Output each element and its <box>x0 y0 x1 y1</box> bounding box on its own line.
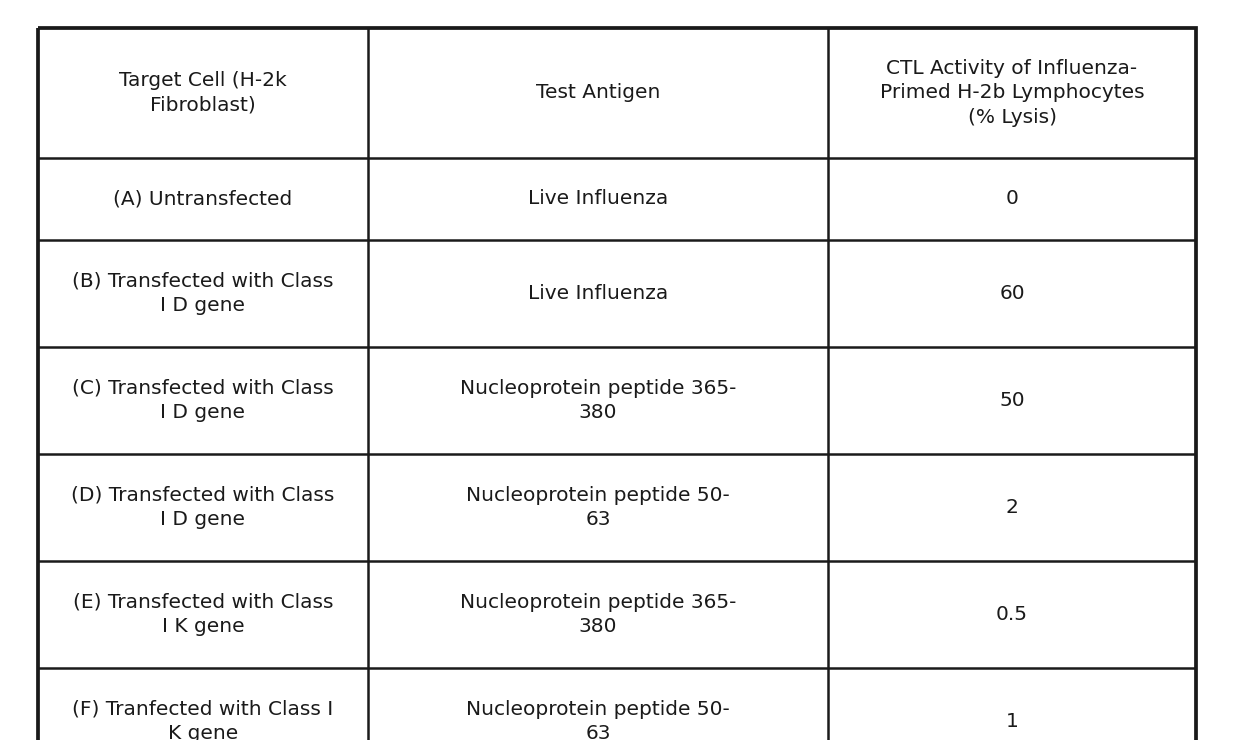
Text: 1: 1 <box>1006 712 1018 731</box>
Text: Test Antigen: Test Antigen <box>535 84 660 103</box>
Text: 0: 0 <box>1006 189 1018 209</box>
Text: Nucleoprotein peptide 365-
380: Nucleoprotein peptide 365- 380 <box>459 593 736 636</box>
Text: Live Influenza: Live Influenza <box>528 189 668 209</box>
Text: Target Cell (H-2k
Fibroblast): Target Cell (H-2k Fibroblast) <box>119 71 287 115</box>
Text: (D) Transfected with Class
I D gene: (D) Transfected with Class I D gene <box>71 486 334 529</box>
Text: (B) Transfected with Class
I D gene: (B) Transfected with Class I D gene <box>72 272 333 315</box>
Text: (A) Untransfected: (A) Untransfected <box>114 189 292 209</box>
Text: Nucleoprotein peptide 50-
63: Nucleoprotein peptide 50- 63 <box>466 700 730 740</box>
Text: 50: 50 <box>1000 391 1025 410</box>
Text: (E) Transfected with Class
I K gene: (E) Transfected with Class I K gene <box>72 593 333 636</box>
Text: CTL Activity of Influenza-
Primed H-2b Lymphocytes
(% Lysis): CTL Activity of Influenza- Primed H-2b L… <box>880 59 1144 127</box>
Text: (C) Transfected with Class
I D gene: (C) Transfected with Class I D gene <box>72 379 334 422</box>
Text: 2: 2 <box>1006 498 1018 517</box>
Text: Nucleoprotein peptide 50-
63: Nucleoprotein peptide 50- 63 <box>466 486 730 529</box>
Text: Live Influenza: Live Influenza <box>528 284 668 303</box>
Text: (F) Tranfected with Class I
K gene: (F) Tranfected with Class I K gene <box>72 700 333 740</box>
Text: Nucleoprotein peptide 365-
380: Nucleoprotein peptide 365- 380 <box>459 379 736 422</box>
Text: 60: 60 <box>1000 284 1025 303</box>
Text: 0.5: 0.5 <box>996 605 1028 624</box>
